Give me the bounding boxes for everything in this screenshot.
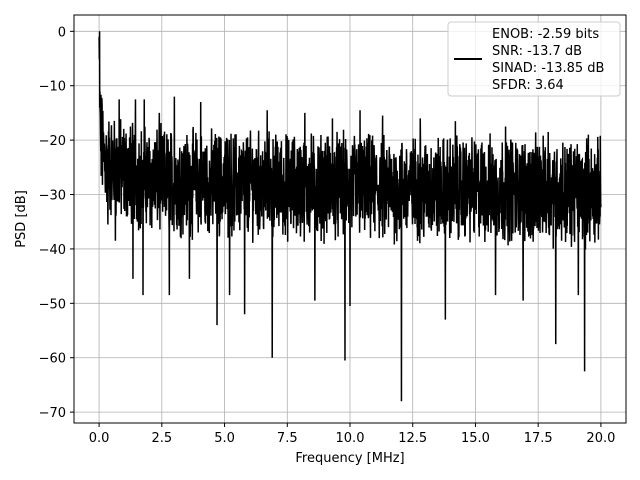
x-tick-label: 7.5 <box>277 431 298 446</box>
y-tick-label: −40 <box>39 243 66 258</box>
x-tick-label: 12.5 <box>398 431 427 446</box>
x-tick-label: 5.0 <box>214 431 235 446</box>
y-tick-label: 0 <box>58 25 66 40</box>
y-tick-label: −50 <box>39 297 66 312</box>
legend-enob: ENOB: -2.59 bits <box>492 27 599 42</box>
y-tick-label: −60 <box>39 352 66 367</box>
x-tick-label: 20.0 <box>586 431 615 446</box>
y-axis-label: PSD [dB] <box>14 190 29 248</box>
y-axis-ticks: 0 −10 −20 −30 −40 −50 −60 −70 <box>39 25 74 421</box>
legend-sfdr: SFDR: 3.64 <box>492 78 564 93</box>
x-tick-label: 10.0 <box>336 431 365 446</box>
psd-line <box>98 31 602 402</box>
y-tick-label: −30 <box>39 189 66 204</box>
x-axis-label: Frequency [MHz] <box>295 451 404 466</box>
x-tick-label: 17.5 <box>524 431 553 446</box>
psd-trace <box>98 31 602 402</box>
x-tick-label: 15.0 <box>461 431 490 446</box>
legend-snr: SNR: -13.7 dB <box>492 44 582 59</box>
legend: ENOB: -2.59 bits SNR: -13.7 dB SINAD: -1… <box>447 21 621 97</box>
y-tick-label: −10 <box>39 80 66 95</box>
x-tick-label: 2.5 <box>151 431 172 446</box>
x-tick-label: 0.0 <box>89 431 110 446</box>
legend-sinad: SINAD: -13.85 dB <box>492 61 604 76</box>
legend-box <box>447 21 621 97</box>
y-tick-label: −20 <box>39 134 66 149</box>
y-tick-label: −70 <box>39 406 66 421</box>
x-axis-ticks: 0.0 2.5 5.0 7.5 10.0 12.5 15.0 17.5 20.0 <box>89 423 615 446</box>
